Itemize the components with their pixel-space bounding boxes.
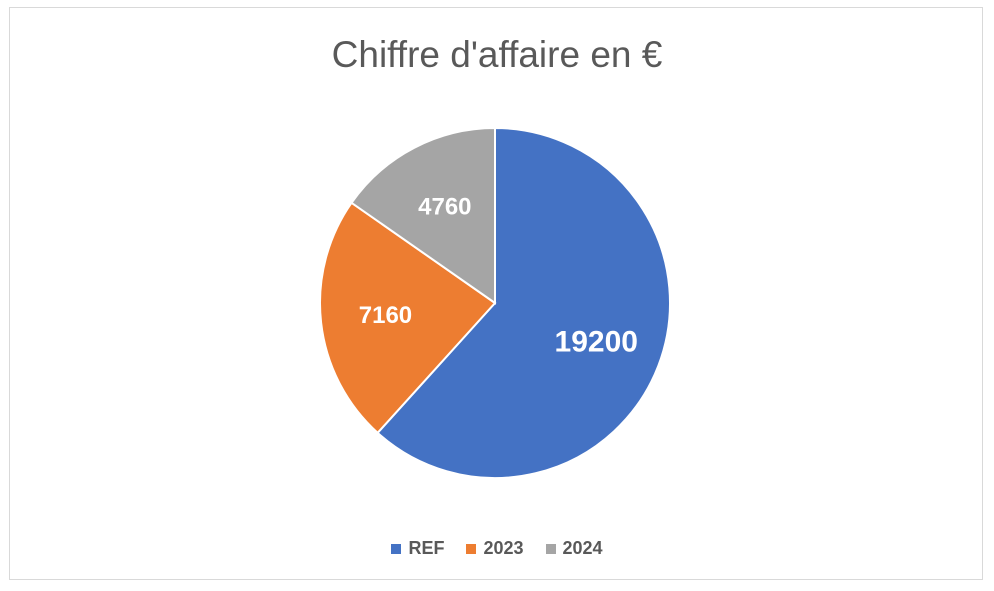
legend-label-ref: REF xyxy=(408,538,445,558)
legend-item-2024: 2024 xyxy=(545,538,603,559)
pie-slice-2024 xyxy=(350,126,496,305)
legend-swatch-ref xyxy=(391,543,402,554)
pie-slices xyxy=(319,126,671,479)
legend-label-2024: 2024 xyxy=(562,538,603,558)
data-label-2023: 7160 xyxy=(359,302,412,329)
legend-swatch-2024 xyxy=(545,543,556,554)
legend-label-2023: 2023 xyxy=(483,538,524,558)
pie-data-labels: 19200 7160 4760 xyxy=(359,193,638,358)
legend: REF 2023 2024 xyxy=(0,538,994,559)
legend-item-2023: 2023 xyxy=(466,538,524,559)
legend-swatch-2023 xyxy=(466,543,477,554)
legend-item-ref: REF xyxy=(391,538,444,559)
pie-slice-2023 xyxy=(319,201,497,435)
chart-title: Chiffre d'affaire en € xyxy=(331,34,663,75)
data-label-2024: 4760 xyxy=(418,193,471,220)
data-label-ref: 19200 xyxy=(555,325,638,358)
pie-slice-ref xyxy=(376,126,671,479)
